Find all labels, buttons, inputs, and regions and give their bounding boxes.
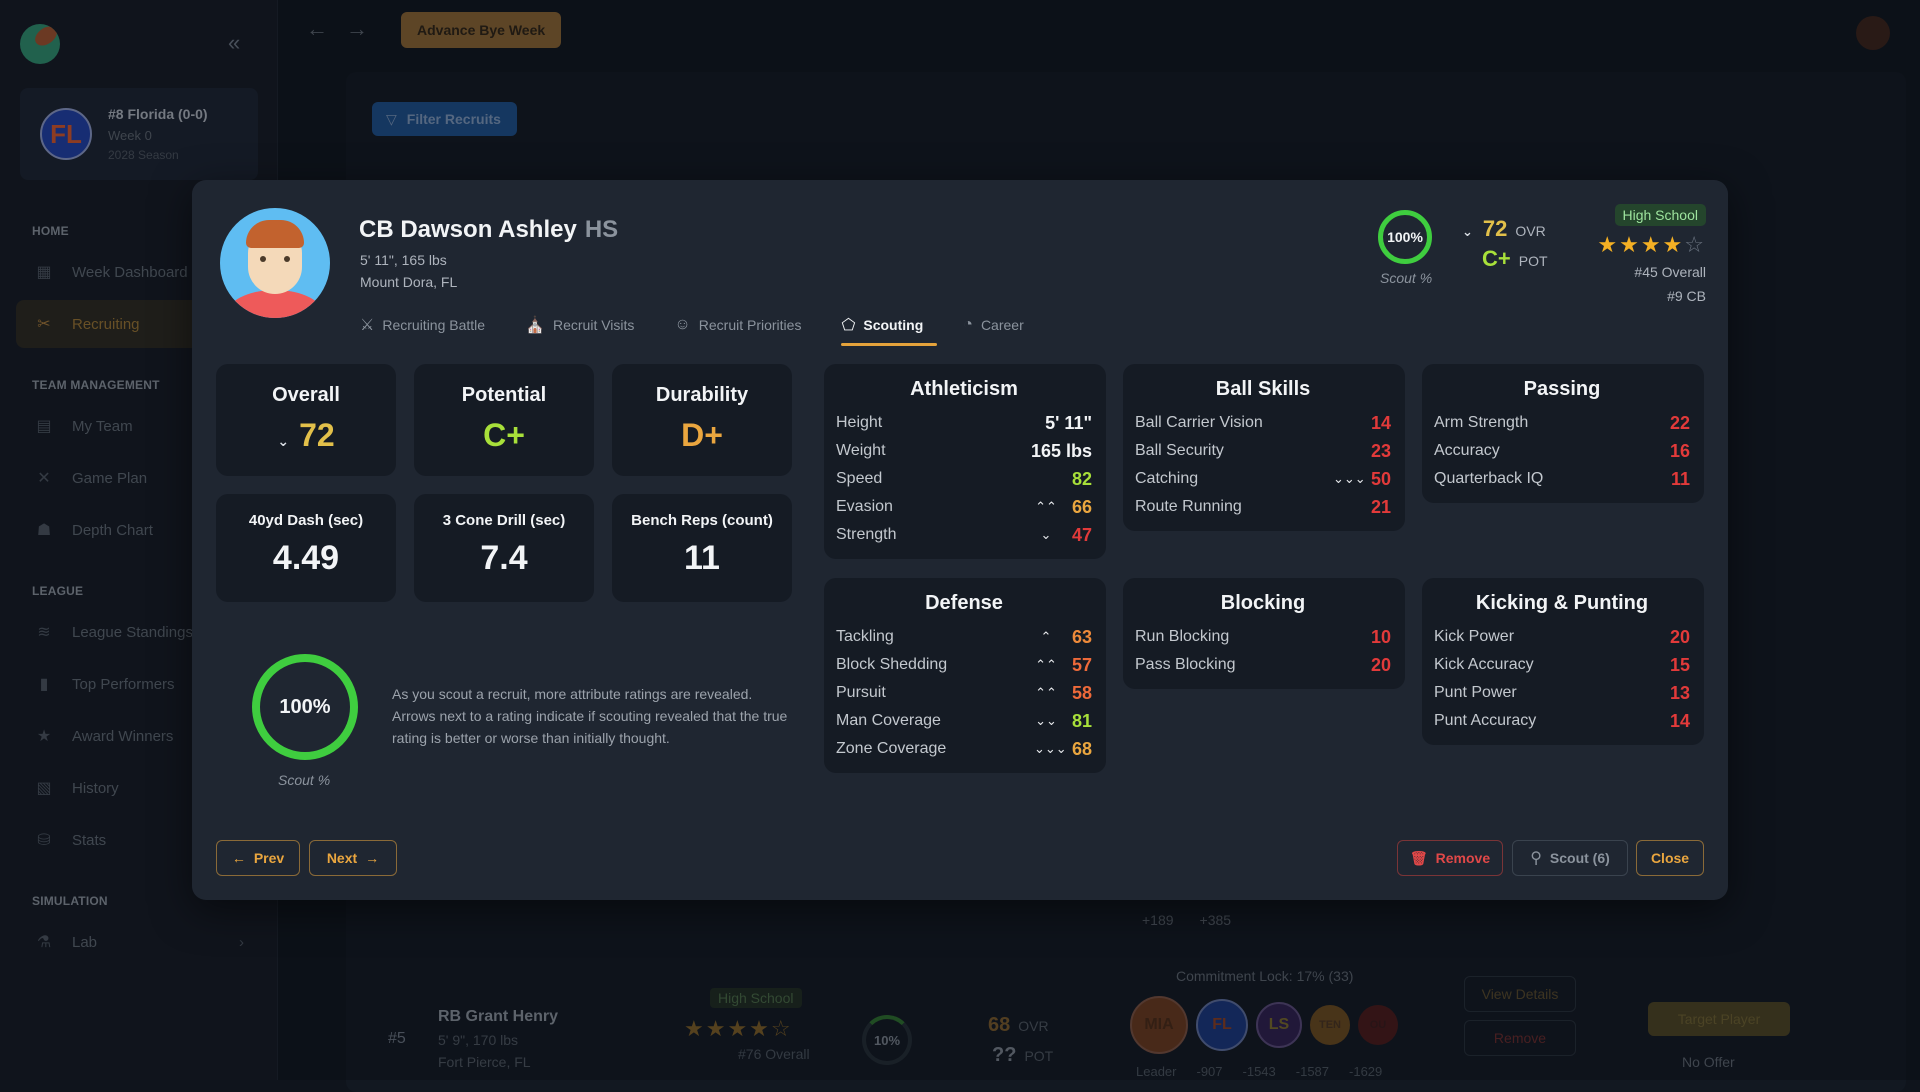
attr-row: Evasion⌃⌃66 xyxy=(836,493,1092,521)
tab-scouting[interactable]: ⬠Scouting xyxy=(841,304,937,346)
arrow-right-icon: → xyxy=(365,850,379,866)
face-icon: ☺ xyxy=(674,316,690,334)
potential-rating: C+POT xyxy=(1482,246,1548,272)
next-button[interactable]: Next→ xyxy=(309,840,397,876)
card-defense: Defense Tackling⌃63 Block Shedding⌃⌃57 P… xyxy=(824,578,1106,773)
double-up-icon: ⌃⌃ xyxy=(1034,499,1058,515)
overall-rank: #45 Overall xyxy=(1634,264,1706,280)
chevron-down-icon: ⌄ xyxy=(1462,224,1473,239)
chevron-up-icon: ⌃ xyxy=(1034,629,1058,645)
tab-recruiting-battle[interactable]: ⚔Recruiting Battle xyxy=(360,304,499,346)
position-rank: #9 CB xyxy=(1667,288,1706,304)
helmet-icon: ◔ xyxy=(963,316,973,334)
tile-overall: Overall ⌄72 xyxy=(216,364,396,476)
triple-down-icon: ⌄⌄⌄ xyxy=(1034,741,1058,757)
attr-row: Man Coverage⌄⌄81 xyxy=(836,707,1092,735)
scout-progress-ring-large: 100% xyxy=(252,654,358,760)
chevron-down-icon: ⌄ xyxy=(1034,527,1058,543)
star-empty-icon: ☆ xyxy=(1684,232,1706,257)
attr-row: Zone Coverage⌄⌄⌄68 xyxy=(836,735,1092,763)
close-button[interactable]: Close xyxy=(1636,840,1704,876)
tab-recruit-priorities[interactable]: ☺Recruit Priorities xyxy=(674,304,815,346)
trash-icon: 🗑 xyxy=(1410,850,1428,867)
attr-row: Tackling⌃63 xyxy=(836,623,1092,651)
search-icon: ⚲ xyxy=(1530,848,1542,868)
attr-row: Pursuit⌃⌃58 xyxy=(836,679,1092,707)
chevron-down-icon: ⌄ xyxy=(277,433,289,449)
double-up-icon: ⌃⌃ xyxy=(1034,685,1058,701)
double-down-icon: ⌄⌄ xyxy=(1034,713,1058,729)
attr-row: Strength⌄47 xyxy=(836,521,1092,549)
scout-progress-ring: 100% xyxy=(1378,210,1432,264)
player-avatar xyxy=(220,208,330,318)
attr-row: Catching⌄⌄⌄50 xyxy=(1135,465,1391,493)
tab-career[interactable]: ◔Career xyxy=(963,304,1037,346)
prev-button[interactable]: ←Prev xyxy=(216,840,300,876)
pentagon-icon: ⬠ xyxy=(841,315,855,335)
tab-recruit-visits[interactable]: ⛪Recruit Visits xyxy=(525,304,648,346)
tile-40yd-dash: 40yd Dash (sec) 4.49 xyxy=(216,494,396,602)
scouting-description: As you scout a recruit, more attribute r… xyxy=(392,683,792,749)
star-rating: ★★★★☆ xyxy=(1597,232,1706,258)
swords-icon: ⚔ xyxy=(360,315,374,335)
tile-3-cone-drill: 3 Cone Drill (sec) 7.4 xyxy=(414,494,594,602)
tile-durability: Durability D+ xyxy=(612,364,792,476)
modal-tabs: ⚔Recruiting Battle ⛪Recruit Visits ☺Recr… xyxy=(360,304,1064,346)
attr-row: Block Shedding⌃⌃57 xyxy=(836,651,1092,679)
tile-potential: Potential C+ xyxy=(414,364,594,476)
remove-button[interactable]: 🗑Remove xyxy=(1397,840,1503,876)
building-icon: ⛪ xyxy=(525,315,545,335)
status-badge: High School xyxy=(1615,204,1707,226)
player-height-weight: 5' 11", 165 lbs xyxy=(360,252,447,268)
tile-bench-reps: Bench Reps (count) 11 xyxy=(612,494,792,602)
scout-button[interactable]: ⚲Scout (6) xyxy=(1512,840,1628,876)
triple-down-icon: ⌄⌄⌄ xyxy=(1333,471,1357,487)
player-hometown: Mount Dora, FL xyxy=(360,274,457,290)
star-filled-icon: ★★★★ xyxy=(1597,232,1684,257)
double-up-icon: ⌃⌃ xyxy=(1034,657,1058,673)
arrow-left-icon: ← xyxy=(232,850,246,866)
